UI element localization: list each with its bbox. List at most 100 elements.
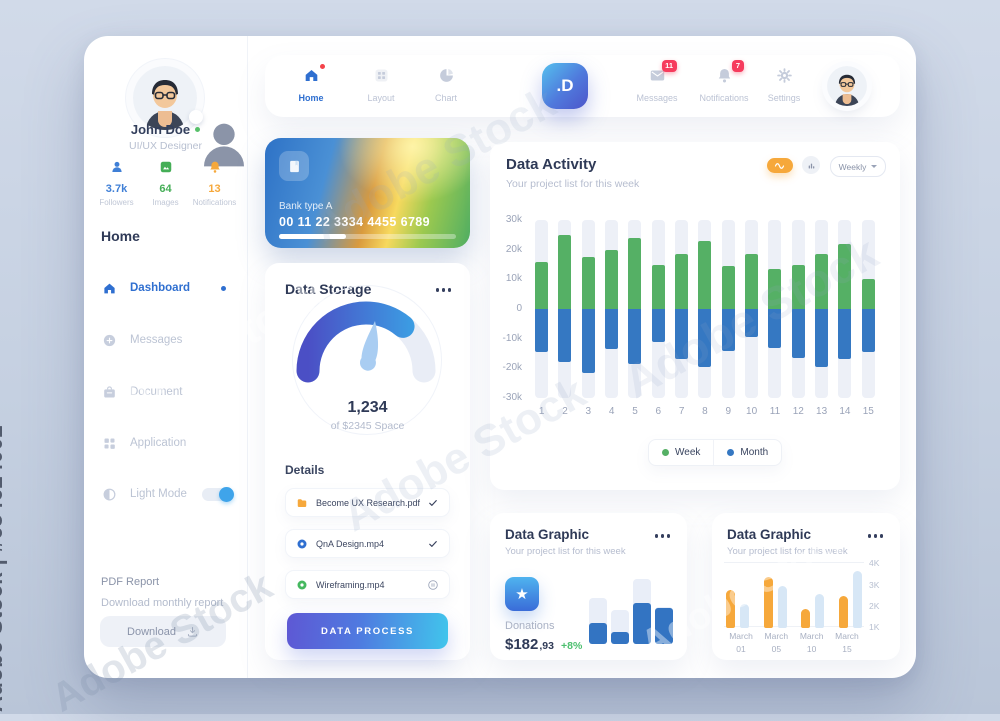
panel-title: Data Graphic: [727, 527, 812, 542]
weekly-dropdown[interactable]: Weekly: [830, 156, 886, 177]
activity-chart: [530, 220, 880, 398]
mini-chart-bar: [633, 602, 651, 644]
briefcase-icon: [102, 385, 117, 400]
chart-column: [647, 220, 670, 398]
chart-column: [623, 220, 646, 398]
x-tick-label: March 15: [832, 632, 862, 653]
bar-chart-toggle[interactable]: [802, 156, 820, 174]
nav-item-label: Layout: [367, 93, 395, 103]
bar-month: [628, 309, 642, 364]
download-button[interactable]: Download: [100, 616, 226, 647]
stat-value: 13: [208, 183, 221, 195]
bar-month: [861, 309, 875, 352]
nav-item-messages[interactable]: 11 Messages: [622, 60, 692, 103]
x-tick-label: 6: [655, 406, 662, 417]
more-menu[interactable]: [433, 285, 455, 295]
more-menu[interactable]: [865, 531, 887, 541]
bar-group: [801, 594, 825, 628]
chart-column: [833, 220, 856, 398]
panel-title: Data Graphic: [505, 527, 590, 542]
avatar-badge: [189, 110, 244, 167]
sidebar-item-document[interactable]: Document: [84, 381, 247, 403]
bar-month: [745, 309, 759, 338]
nav-item-notifications[interactable]: 7 Notifications: [689, 60, 759, 103]
bank-progress-fill: [279, 234, 347, 239]
march-chart: [726, 558, 862, 628]
chart-column: [600, 220, 623, 398]
mini-chart-bar: [589, 623, 607, 644]
legend-label: Month: [740, 447, 769, 458]
bar-series-blue: [852, 570, 862, 628]
chart-column: [787, 220, 810, 398]
mini-chart-bar: [655, 608, 673, 644]
storage-gauge: [296, 301, 436, 383]
user-avatar[interactable]: [133, 66, 244, 167]
bar-series-orange: [763, 577, 773, 628]
x-tick-label: 3: [585, 406, 592, 417]
sidebar-item-light-mode[interactable]: Light Mode: [84, 483, 247, 505]
app-logo[interactable]: .D: [542, 63, 588, 109]
bar-month: [768, 309, 782, 348]
sidebar-stat-notifications: 13 Notifications: [190, 160, 239, 207]
bar-week: [698, 240, 712, 309]
data-process-button[interactable]: DATA PROCESS: [287, 613, 448, 649]
file-row[interactable]: QnA Design.mp4: [285, 529, 450, 558]
nav-item-chart[interactable]: Chart: [411, 67, 481, 103]
bar-month: [651, 309, 665, 342]
record-blue-icon: [296, 538, 308, 550]
x-tick-line1: March: [835, 631, 859, 641]
profile-avatar[interactable]: [827, 66, 867, 106]
donations-label: Donations: [505, 620, 555, 632]
chart-column-stack: [628, 220, 642, 398]
file-name: Become UX Research.pdf: [316, 497, 421, 508]
data-activity-panel: Data Activity Your project list for this…: [490, 142, 900, 490]
gauge-caption: of $2345 Space: [330, 420, 405, 432]
donations-value-row: $182 ,93 +8%: [505, 636, 582, 653]
chart-column-stack: [745, 220, 759, 398]
sidebar-item-application[interactable]: Application: [84, 432, 247, 454]
mini-chart-bar: [611, 632, 629, 644]
bar-series-orange: [838, 596, 848, 628]
chart-column-stack: [721, 220, 735, 398]
y-tick-label: 30k: [505, 214, 522, 225]
bar-group: [763, 577, 787, 628]
file-row[interactable]: Wireframing.mp4: [285, 570, 450, 599]
stat-label: Followers: [99, 198, 134, 207]
x-tick-label: 12: [792, 406, 804, 417]
x-tick-line2: 15: [842, 643, 852, 654]
dashboard-canvas: John Doe UI/UX Designer 3.7k Followers 64 I…: [84, 36, 916, 678]
sidebar-item-dashboard[interactable]: Dashboard: [84, 277, 247, 299]
x-tick-line2: 10: [806, 643, 817, 654]
envelope-icon: [649, 67, 666, 84]
nav-item-label: Chart: [434, 93, 457, 103]
sidebar-stat-images: 64 Images: [141, 160, 190, 207]
bar-series-orange: [801, 608, 811, 628]
download-button-label: Download: [127, 625, 176, 638]
bell-icon: [208, 160, 222, 174]
mini-chart-column: [611, 574, 629, 644]
nav-icon-wrap: 7: [715, 60, 744, 84]
panel-title: Data Activity: [506, 156, 597, 173]
file-row[interactable]: Become UX Research.pdf: [285, 488, 450, 517]
nav-item-label: Notifications: [699, 93, 749, 103]
bar-month: [838, 309, 852, 360]
chart-column: [857, 220, 880, 398]
light-mode-toggle[interactable]: [202, 487, 234, 502]
x-tick-line2: 01: [736, 643, 746, 654]
sidebar-item-messages[interactable]: Messages: [84, 329, 247, 351]
chart-column-stack: [838, 220, 852, 398]
bar-week: [815, 254, 829, 309]
bar-week: [535, 261, 549, 309]
x-axis: March 01 March 05 March 10 March 15: [726, 632, 862, 653]
nav-item-layout[interactable]: Layout: [346, 67, 416, 103]
panel-subtitle: Your project list for this week: [506, 178, 640, 190]
sidebar: John Doe UI/UX Designer 3.7k Followers 64 I…: [84, 36, 248, 678]
chart-column-stack: [791, 220, 805, 398]
nav-item-settings[interactable]: Settings: [749, 67, 819, 103]
line-chart-toggle[interactable]: [767, 158, 793, 173]
nav-item-home[interactable]: Home: [276, 64, 346, 103]
bar-week: [675, 254, 689, 309]
toggle-knob: [219, 487, 234, 502]
notification-badge: 7: [732, 60, 744, 72]
more-menu[interactable]: [652, 531, 674, 541]
